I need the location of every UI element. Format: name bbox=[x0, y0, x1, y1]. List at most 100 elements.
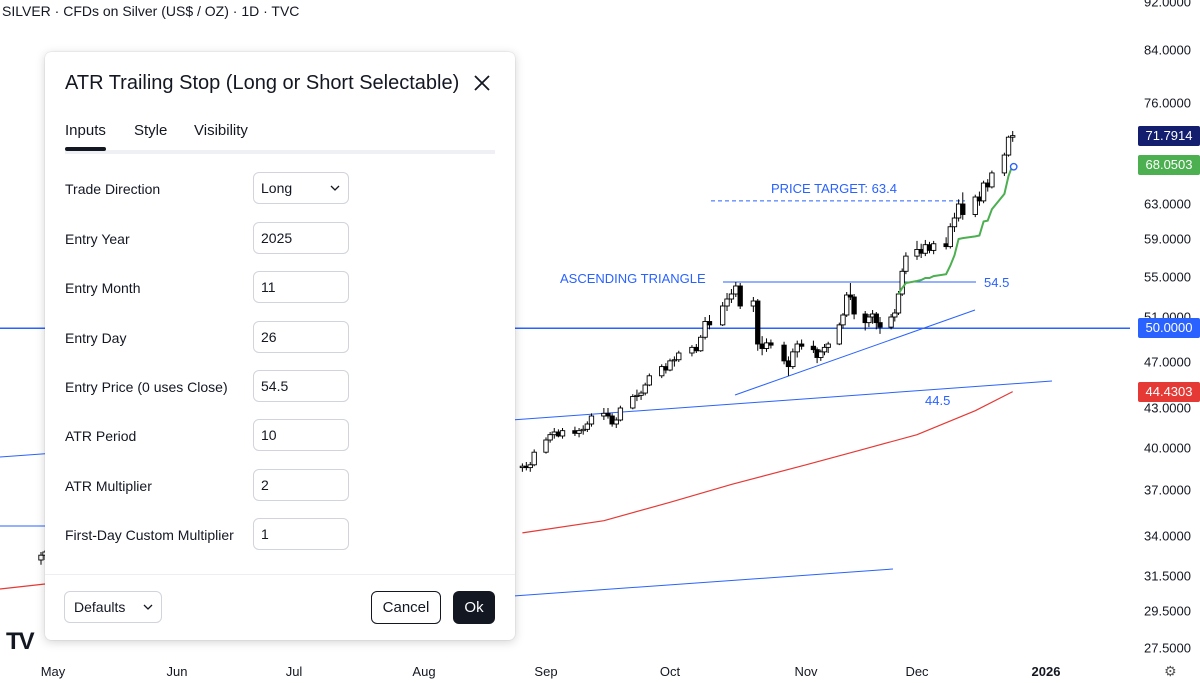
entry-year-label: Entry Year bbox=[65, 231, 130, 247]
entry-price-label: Entry Price (0 uses Close) bbox=[65, 379, 228, 395]
entry-year-field[interactable]: 2025 bbox=[253, 222, 349, 254]
candle-body bbox=[798, 343, 805, 347]
candle-body bbox=[617, 407, 624, 421]
candle-body bbox=[947, 226, 953, 248]
trailing-stop-marker bbox=[1009, 162, 1018, 171]
candle-body bbox=[790, 351, 796, 368]
price-tick-label: 31.5000 bbox=[1144, 568, 1191, 584]
moving-average-left-segment bbox=[0, 583, 46, 590]
symbol-title: SILVER · CFDs on Silver (US$ / OZ) · 1D … bbox=[2, 3, 300, 19]
time-axis[interactable]: May Jun Jul Aug Sep Oct Nov Dec 2026 bbox=[0, 660, 1200, 683]
dialog-tabs: Inputs Style Visibility bbox=[65, 120, 495, 154]
tab-inputs[interactable]: Inputs bbox=[65, 122, 106, 151]
first-day-multiplier-field[interactable]: 1 bbox=[253, 518, 349, 550]
candle-body bbox=[759, 343, 765, 349]
time-tick-label: Sep bbox=[534, 664, 558, 679]
tradingview-logo-icon: TV bbox=[6, 628, 35, 655]
candle-body bbox=[840, 314, 846, 326]
candle-body bbox=[38, 554, 44, 561]
candle-body bbox=[755, 300, 761, 345]
ok-button[interactable]: Ok bbox=[453, 591, 495, 624]
dialog-title: ATR Trailing Stop (Long or Short Selecta… bbox=[65, 72, 460, 94]
candle-body bbox=[903, 255, 909, 272]
time-tick-label: Oct bbox=[659, 664, 681, 679]
candle-body bbox=[719, 305, 726, 326]
price-scale[interactable]: 92.0000 84.0000 76.0000 63.0000 59.0000 55.00… bbox=[1130, 0, 1200, 656]
candle-body bbox=[895, 293, 902, 314]
candle-body bbox=[818, 351, 824, 358]
tab-style[interactable]: Style bbox=[134, 122, 168, 139]
candle-body bbox=[972, 196, 978, 215]
candle-body bbox=[702, 321, 708, 338]
candle-body bbox=[559, 430, 566, 437]
candle-body bbox=[960, 203, 966, 215]
time-tick-label: Jul bbox=[285, 664, 303, 679]
price-tick-label: 34.0000 bbox=[1144, 528, 1191, 544]
candle-body bbox=[588, 415, 595, 425]
candle-body bbox=[825, 343, 831, 348]
level-44-5-label: 44.5 bbox=[925, 393, 950, 408]
ascending-support-line bbox=[734, 309, 976, 396]
chevron-down-icon bbox=[330, 185, 340, 191]
time-tick-label: May bbox=[40, 664, 66, 679]
candle-body bbox=[638, 392, 644, 396]
tab-visibility[interactable]: Visibility bbox=[194, 122, 248, 139]
price-tick-label: 37.0000 bbox=[1144, 482, 1191, 498]
candle-body bbox=[580, 428, 586, 432]
first-day-multiplier-label: First-Day Custom Multiplier bbox=[65, 527, 234, 543]
candle-body bbox=[847, 294, 854, 298]
moving-average-badge: 44.4303 bbox=[1138, 381, 1200, 402]
defaults-dropdown[interactable]: Defaults bbox=[64, 591, 162, 623]
candle-body bbox=[706, 321, 713, 326]
candle-body bbox=[543, 439, 549, 453]
candle-body bbox=[724, 298, 730, 307]
entry-day-field[interactable]: 26 bbox=[253, 321, 349, 353]
atr-multiplier-field[interactable]: 2 bbox=[253, 469, 349, 501]
atr-trailing-stop-line bbox=[897, 164, 1014, 295]
price-tick-label: 84.0000 bbox=[1144, 42, 1191, 58]
candle-body bbox=[646, 375, 652, 386]
candle-body bbox=[642, 384, 648, 394]
indicator-settings-dialog: ATR Trailing Stop (Long or Short Selecta… bbox=[45, 52, 515, 640]
settings-gear-icon[interactable]: ⚙ bbox=[1164, 663, 1177, 679]
atr-period-label: ATR Period bbox=[65, 428, 137, 444]
footer-divider bbox=[45, 574, 515, 575]
lower-trend-line bbox=[499, 568, 894, 598]
cancel-button[interactable]: Cancel bbox=[371, 591, 441, 624]
candle-body bbox=[547, 434, 553, 441]
close-icon[interactable] bbox=[471, 72, 493, 94]
candle-body bbox=[821, 346, 828, 353]
candle-body bbox=[689, 346, 695, 354]
candle-body bbox=[844, 294, 850, 316]
time-tick-label: Nov bbox=[794, 664, 818, 679]
atr-multiplier-label: ATR Multiplier bbox=[65, 478, 152, 494]
time-tick-label: 2026 bbox=[1031, 664, 1061, 679]
candle-body bbox=[1010, 135, 1016, 138]
candle-body bbox=[1005, 136, 1012, 156]
horizontal-line-badge: 50.0000 bbox=[1138, 318, 1200, 339]
candle-body bbox=[888, 316, 894, 328]
candle-body bbox=[750, 300, 757, 307]
candle-body bbox=[892, 312, 898, 318]
trade-direction-select[interactable]: Long bbox=[253, 172, 349, 204]
price-target-label: PRICE TARGET: 63.4 bbox=[771, 181, 897, 196]
candle-body bbox=[576, 430, 582, 434]
candle-body bbox=[671, 359, 678, 362]
entry-month-field[interactable]: 11 bbox=[253, 271, 349, 303]
candle-body bbox=[866, 316, 872, 324]
candle-body bbox=[659, 366, 665, 377]
candle-body bbox=[877, 322, 883, 328]
atr-period-field[interactable]: 10 bbox=[253, 419, 349, 451]
price-tick-label: 55.0000 bbox=[1144, 269, 1191, 285]
level-54-5-label: 54.5 bbox=[984, 275, 1009, 290]
candle-body bbox=[630, 396, 636, 409]
price-tick-label: 27.5000 bbox=[1144, 640, 1191, 656]
entry-price-field[interactable]: 54.5 bbox=[253, 370, 349, 402]
candle-body bbox=[531, 451, 537, 466]
candle-body bbox=[794, 343, 800, 353]
candle-body bbox=[781, 344, 787, 362]
candle-body bbox=[733, 285, 739, 295]
price-tick-label: 40.0000 bbox=[1144, 440, 1191, 456]
candle-body bbox=[873, 313, 879, 324]
